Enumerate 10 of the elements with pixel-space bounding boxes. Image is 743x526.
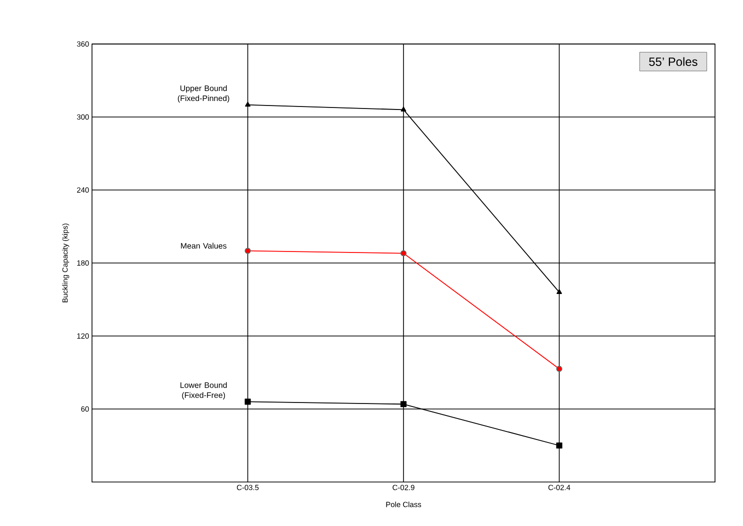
- point: [556, 289, 562, 294]
- point: [556, 442, 562, 449]
- point: [244, 398, 251, 405]
- point: [400, 250, 407, 256]
- point: [245, 102, 250, 107]
- point: [556, 366, 562, 372]
- text: 55’ Poles: [649, 57, 698, 66]
- point: [244, 248, 251, 254]
- point: [400, 106, 406, 112]
- point: [400, 401, 407, 408]
